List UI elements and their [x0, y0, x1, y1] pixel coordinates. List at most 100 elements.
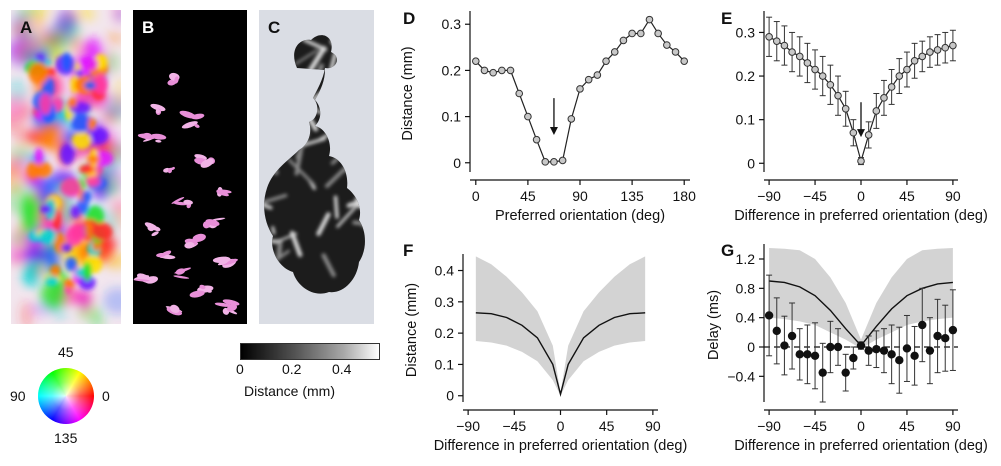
data-point-g [772, 326, 781, 336]
orientation-blob [38, 229, 57, 245]
distance-ridge [332, 35, 361, 45]
orientation-blob [69, 36, 87, 59]
distance-ridge [275, 56, 286, 76]
selected-pixel-blob [183, 199, 193, 205]
orientation-blob [90, 127, 109, 144]
distance-ridge [333, 195, 339, 219]
orientation-blob [44, 275, 60, 287]
distance-colorbar: 0 0.2 0.4 Distance (mm) [236, 343, 380, 413]
y-axis-label-f: Distance (mm) [404, 283, 420, 377]
orientation-blob [78, 164, 95, 174]
distance-ridge [264, 193, 288, 204]
x-tick-label-d: 90 [572, 188, 588, 204]
distance-ridge [306, 45, 327, 76]
data-point-e [780, 41, 789, 50]
y-axis-label-g: Delay (ms) [706, 290, 722, 360]
x-tick-label-g: 45 [899, 418, 915, 434]
selected-pixel-blob [192, 233, 206, 242]
orientation-blob [112, 79, 121, 107]
distance-ridge [264, 64, 290, 90]
distance-ridge [371, 82, 374, 101]
distance-ridge [287, 158, 316, 186]
orientation-hue-wheel [38, 368, 94, 424]
selected-pixel-blob [194, 123, 200, 128]
distance-ridge [332, 44, 357, 52]
x-tick-label-d: 0 [472, 188, 480, 204]
chart-g: G −90 −45 0 45 90 −0.4 0 0.4 0.8 1.2 Difference in … [706, 241, 988, 454]
data-point-e [765, 33, 773, 41]
distance-ridge [269, 42, 284, 62]
data-point-d [645, 15, 654, 24]
data-point-e [903, 65, 911, 74]
selected-pixel-blob [173, 275, 190, 279]
data-point-g [918, 320, 927, 330]
x-tick-label-d: 135 [620, 188, 644, 204]
orientation-blob [104, 51, 121, 74]
selected-pixel-blob [189, 290, 205, 298]
orientation-blob [11, 94, 21, 124]
distance-ridge [269, 252, 275, 268]
data-point-d [654, 29, 662, 38]
orientation-blob [11, 79, 29, 102]
y-tick-label-g: 0.8 [736, 280, 756, 296]
orientation-blob [14, 127, 31, 148]
selected-pixel-blob [214, 302, 232, 307]
data-point-e [949, 41, 957, 50]
data-point-d [471, 57, 480, 65]
y-tick-label-f: 0.3 [435, 294, 455, 310]
data-point-e [811, 65, 819, 74]
distance-ridge [352, 220, 365, 227]
data-point-e [887, 83, 896, 91]
orientation-blob [45, 33, 69, 59]
chart-e: E −90 −45 0 45 90 0 0.1 0.2 0.3 Difference in pref… [721, 9, 988, 224]
data-point-g [933, 331, 942, 341]
orientation-blob [53, 10, 78, 33]
confidence-band-f [475, 256, 646, 396]
x-tick-label-e: −45 [803, 188, 827, 204]
x-tick-label-f: −90 [456, 418, 480, 434]
orientation-blob [70, 205, 81, 219]
data-point-e [872, 107, 881, 115]
selected-pixel-blob [171, 197, 185, 204]
panel-label-f: F [403, 241, 413, 260]
y-tick-label-d: 0.1 [442, 109, 462, 125]
y-tick-label-e: 0.3 [736, 24, 756, 40]
data-point-d [671, 48, 680, 56]
data-point-d [506, 66, 515, 75]
y-tick-label-g: 0.4 [736, 310, 756, 326]
data-point-g [795, 350, 804, 359]
panel-label-d: D [403, 9, 415, 28]
data-point-e [880, 94, 888, 102]
y-tick-label-g: 0 [747, 339, 755, 355]
data-point-g [803, 350, 812, 359]
panel-label-c: C [268, 18, 281, 37]
distance-ridge [264, 87, 266, 96]
x-tick-label-d: 180 [673, 188, 697, 204]
selected-pixel-blob [174, 76, 179, 84]
colorbar-tick-0: 0 [236, 361, 244, 377]
x-tick-label-g: −45 [803, 418, 827, 434]
data-point-d [584, 75, 593, 84]
data-point-g [879, 346, 889, 355]
selected-pixel-blob [151, 231, 159, 237]
selected-pixel-blob [184, 241, 195, 249]
distance-ridge [347, 135, 362, 152]
data-point-d [550, 158, 558, 166]
data-point-g [787, 331, 797, 341]
data-point-e [772, 37, 781, 45]
data-point-g [810, 351, 820, 360]
mean-line-f [475, 312, 646, 397]
orientation-blob [81, 190, 92, 203]
y-tick-label-e: 0.2 [736, 68, 756, 84]
selected-pixel-blob [150, 133, 167, 140]
orientation-blob [26, 162, 40, 179]
data-point-d [498, 66, 506, 75]
orientation-blob [31, 10, 53, 24]
data-point-g [780, 341, 789, 350]
orientation-blob [61, 52, 72, 72]
data-point-e [818, 72, 827, 80]
selected-pixel-blob [155, 108, 161, 114]
selected-pixel-blob [226, 304, 238, 312]
data-point-g [826, 342, 835, 352]
data-point-e [895, 72, 904, 80]
